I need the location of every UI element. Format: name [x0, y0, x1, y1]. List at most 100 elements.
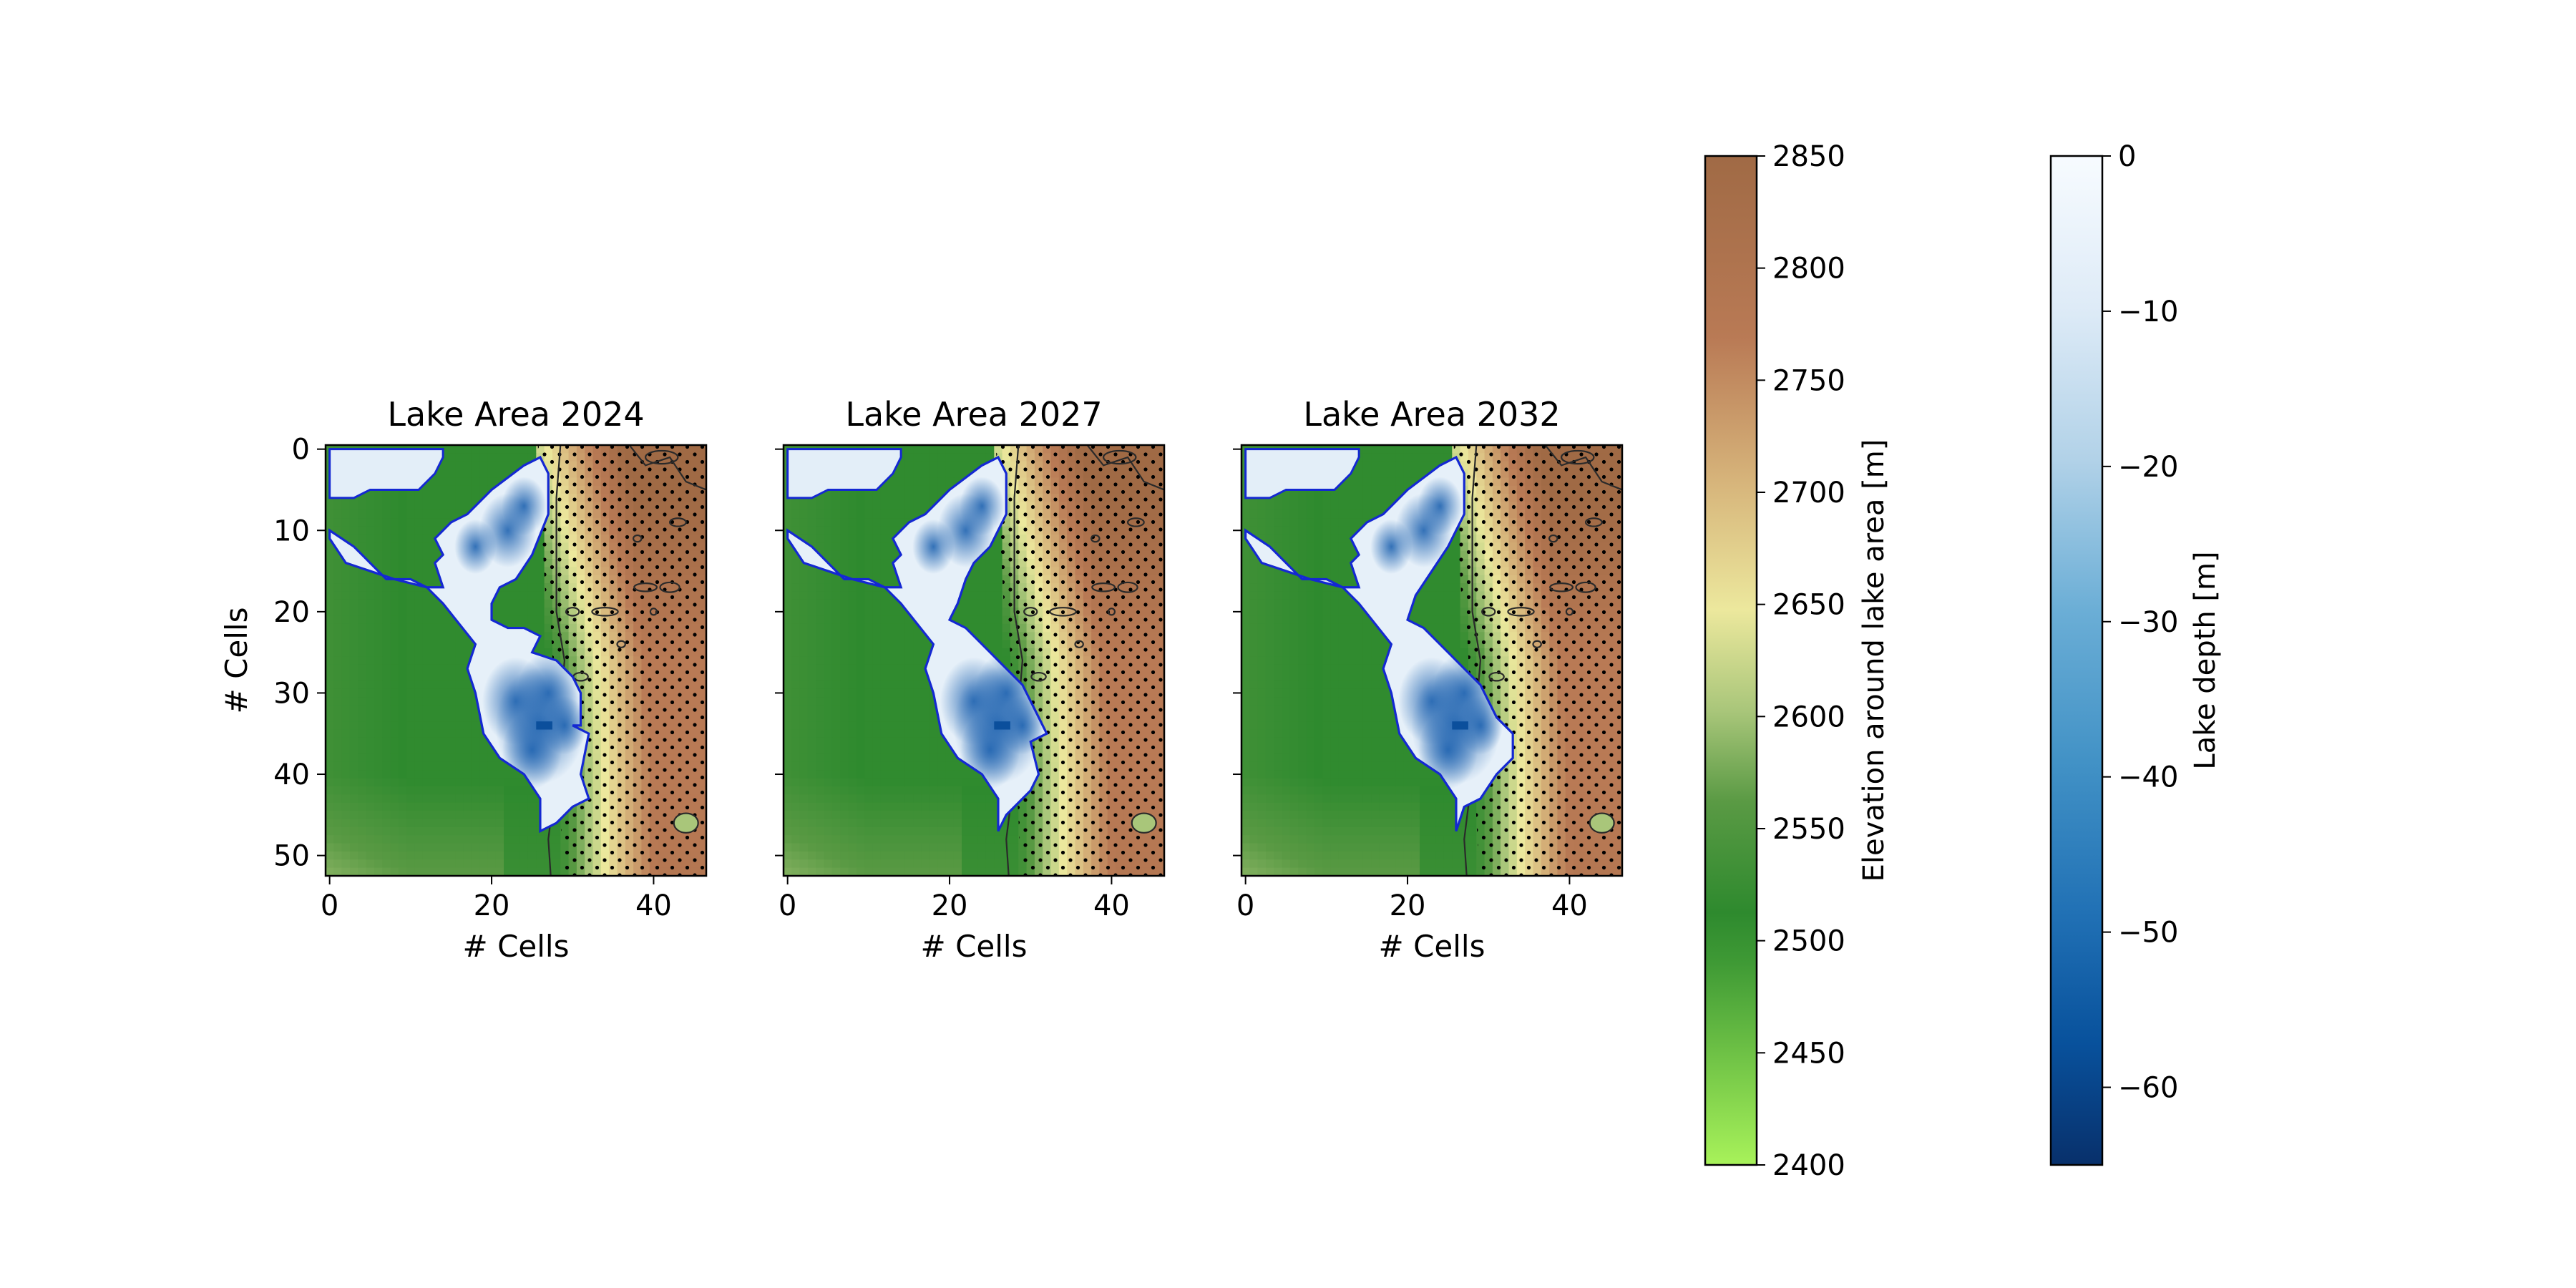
elevation-contour	[565, 607, 580, 617]
elevation-cell	[913, 509, 922, 519]
elevation-cell	[977, 835, 987, 844]
elevation-contour	[616, 640, 626, 648]
elevation-cell	[816, 567, 825, 576]
elevation-cell	[366, 794, 375, 804]
elevation-cell	[358, 761, 367, 771]
elevation-cell	[431, 721, 440, 731]
elevation-cell	[921, 656, 930, 665]
elevation-cell	[872, 599, 882, 608]
elevation-cell	[985, 786, 995, 796]
elevation-cell	[341, 819, 351, 828]
elevation-cell	[897, 843, 906, 852]
elevation-cell	[791, 640, 801, 649]
elevation-cell	[406, 648, 416, 657]
elevation-cell	[398, 518, 407, 527]
elevation-cell	[856, 819, 865, 828]
lake-nw	[328, 448, 444, 499]
elevation-cell	[872, 819, 882, 828]
elevation-cell	[913, 811, 922, 820]
elevation-cell	[382, 502, 391, 511]
elevation-cell	[527, 567, 537, 576]
elevation-cell	[431, 526, 440, 535]
elevation-cell	[807, 843, 816, 852]
elevation-cell	[977, 819, 987, 828]
elevation-cell	[406, 737, 416, 746]
elevation-cell	[382, 713, 391, 722]
elevation-cell	[382, 761, 391, 771]
elevation-cell	[422, 729, 431, 738]
elevation-cell	[831, 550, 841, 560]
elevation-cell	[889, 826, 898, 836]
elevation-cell	[519, 608, 529, 617]
elevation-cell	[937, 778, 946, 787]
elevation-cell	[374, 753, 383, 763]
elevation-cell	[799, 778, 809, 787]
elevation-cell	[414, 664, 424, 673]
elevation-cell	[341, 680, 351, 690]
elevation-cell	[848, 688, 857, 698]
elevation-cell	[447, 697, 456, 706]
elevation-cell	[856, 835, 865, 844]
elevation-cell	[471, 737, 480, 746]
elevation-cell	[341, 632, 351, 641]
elevation-cell	[1010, 851, 1019, 860]
elevation-cell	[831, 811, 841, 820]
elevation-cell	[326, 640, 334, 649]
elevation-cell	[471, 494, 480, 503]
elevation-cell	[495, 599, 504, 608]
elevation-cell	[831, 786, 841, 796]
elevation-cell	[414, 697, 424, 706]
elevation-cell	[333, 802, 343, 811]
elevation-cell	[880, 851, 889, 860]
elevation-cell	[848, 623, 857, 633]
elevation-cell	[455, 859, 464, 869]
elevation-cell	[431, 494, 440, 503]
elevation-cell	[544, 648, 553, 657]
elevation-cell	[366, 697, 375, 706]
elevation-cell	[406, 843, 416, 852]
elevation-cell	[945, 802, 955, 811]
elevation-cell	[872, 664, 882, 673]
elevation-cell	[953, 843, 962, 852]
elevation-cell	[326, 867, 334, 876]
elevation-cell	[970, 843, 979, 852]
elevation-cell	[455, 664, 464, 673]
elevation-cell	[471, 778, 480, 787]
elevation-cell	[791, 843, 801, 852]
elevation-cell	[382, 534, 391, 543]
elevation-cell	[455, 494, 464, 503]
elevation-cell	[487, 461, 497, 470]
elevation-cell	[479, 867, 488, 876]
elevation-cell	[431, 737, 440, 746]
elevation-cell	[374, 729, 383, 738]
elevation-cell	[929, 713, 938, 722]
elevation-cell	[897, 721, 906, 731]
elevation-cell	[872, 826, 882, 836]
elevation-cell	[439, 794, 448, 804]
elevation-cell	[341, 859, 351, 869]
elevation-cell	[807, 615, 816, 625]
elevation-cell	[447, 469, 456, 479]
elevation-cell	[358, 542, 367, 552]
elevation-cell	[398, 656, 407, 665]
elevation-cell	[414, 509, 424, 519]
elevation-cell	[414, 729, 424, 738]
elevation-cell	[824, 502, 833, 511]
elevation-cell	[904, 835, 914, 844]
elevation-cell	[897, 786, 906, 796]
elevation-cell	[791, 786, 801, 796]
elevation-cell	[374, 761, 383, 771]
elevation-cell	[880, 802, 889, 811]
elevation-cell	[349, 811, 358, 820]
elevation-cell	[495, 819, 504, 828]
elevation-cell	[455, 673, 464, 681]
elevation-cell	[382, 494, 391, 503]
elevation-cell	[856, 648, 865, 657]
elevation-cell	[439, 648, 448, 657]
elevation-cell	[390, 567, 399, 576]
elevation-cell	[929, 721, 938, 731]
elevation-cell	[1002, 608, 1011, 617]
elevation-cell	[848, 851, 857, 860]
elevation-cell	[791, 737, 801, 746]
elevation-cell	[414, 583, 424, 592]
